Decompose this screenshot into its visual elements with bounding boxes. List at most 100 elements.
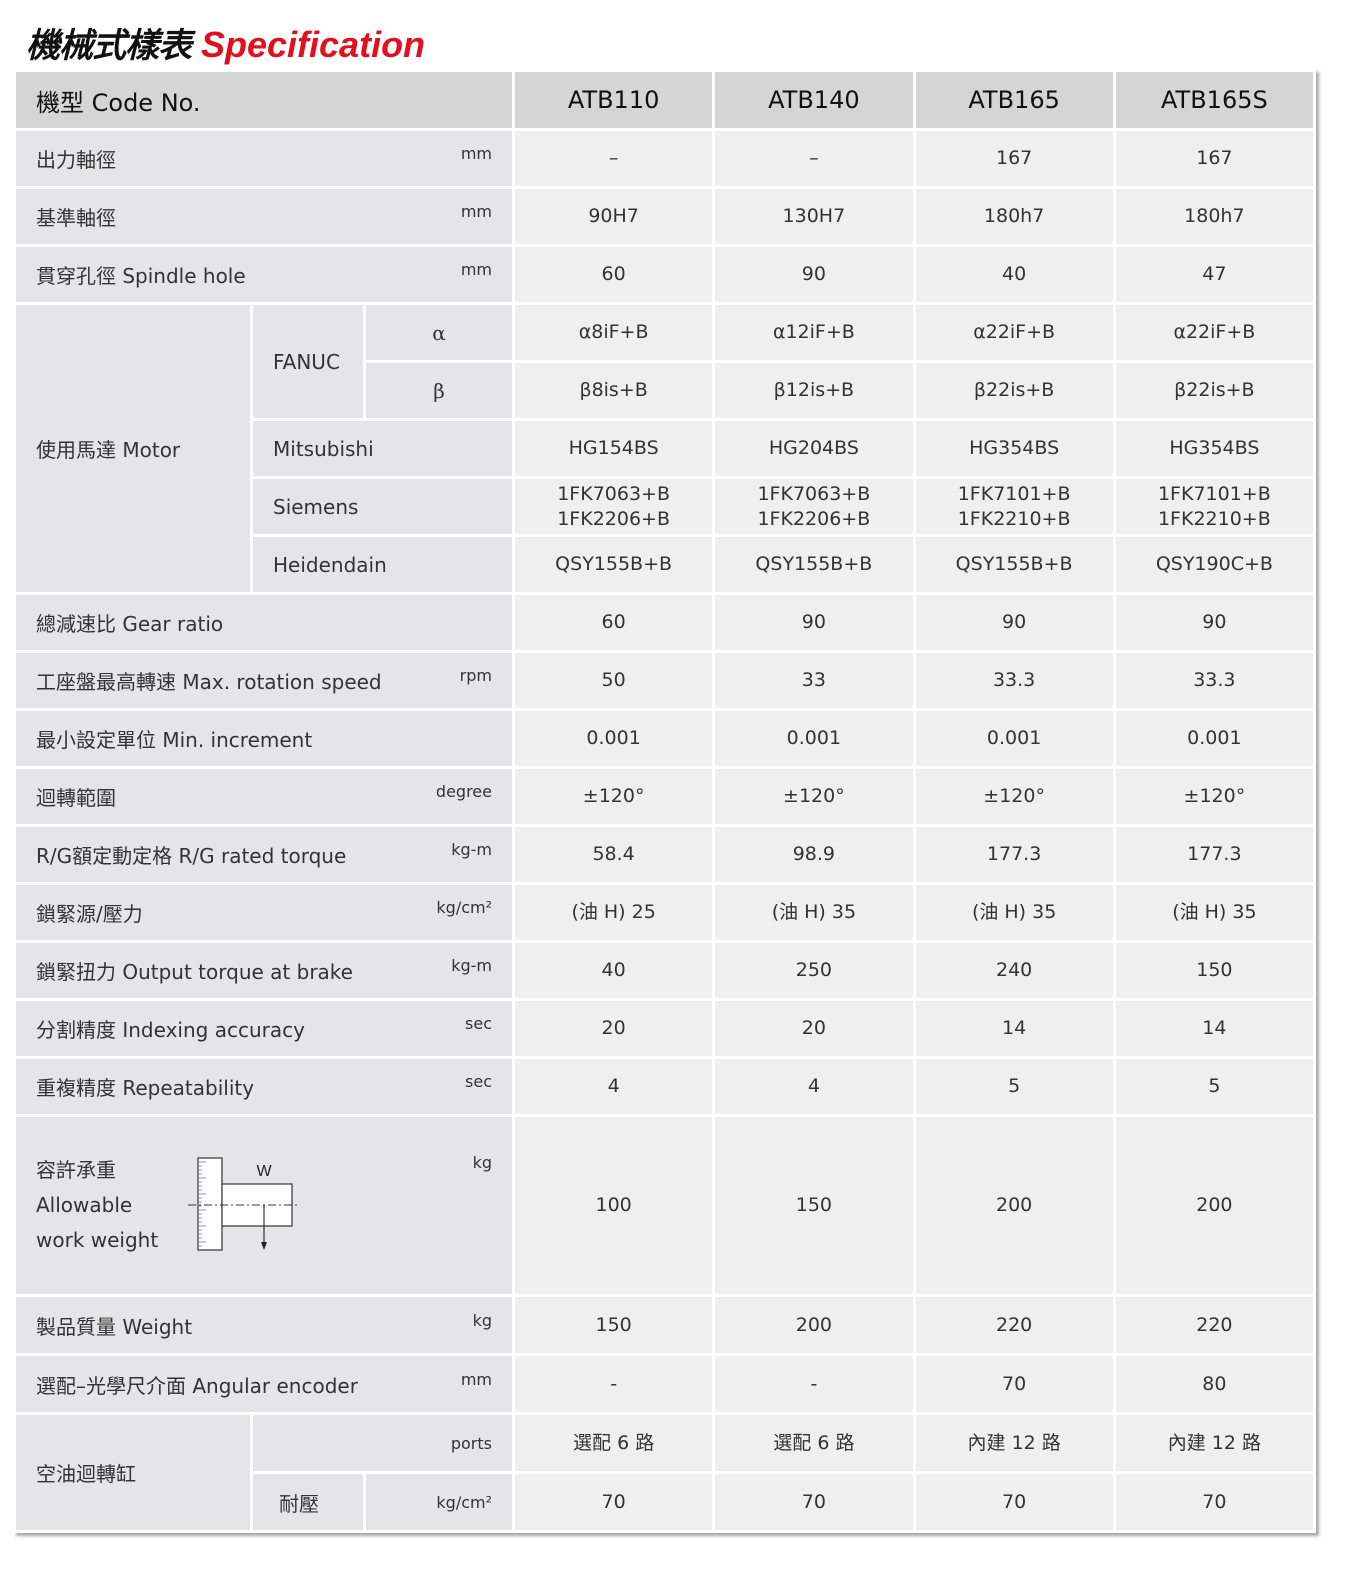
value-cell: α22iF+B [1115,305,1313,360]
row-label: kg-m R/G額定動定格 R/G rated torque [16,827,512,882]
model-header: ATB165 [915,72,1113,128]
value-cell: QSY155B+B [715,537,913,592]
value-cell: 47 [1115,247,1313,302]
work-weight-row: kg 容許承重 Allowable work weight W 100 150 200 200 [16,1117,1313,1294]
value-cell: QSY155B+B [515,537,713,592]
label-text: 出力軸徑 [36,148,116,172]
value-cell: 70 [915,1474,1113,1530]
model-header: ATB140 [715,72,913,128]
table-row: 空油迴轉缸 ports 選配 6 路選配 6 路內建 12 路內建 12 路 [16,1415,1313,1530]
motor-label: 使用馬達 Motor [16,305,250,592]
brand-label: Siemens [253,479,512,534]
ports-label: ports [253,1415,512,1471]
value-cell: 33 [715,653,913,708]
table-row: Siemens 1FK7063+B 1FK2206+B 1FK7063+B 1FK2… [16,479,1313,534]
value-cell: HG204BS [715,421,913,476]
value-cell: 90 [715,247,913,302]
value-cell: – [715,131,913,186]
value-cell: 14 [1115,1001,1313,1056]
value-cell: - [715,1356,913,1412]
value-cell: HG154BS [515,421,713,476]
model-header: ATB110 [515,72,713,128]
value-cell: 130H7 [715,189,913,244]
row-label: sec 重複精度 Repeatability [16,1059,512,1114]
unit-label: kg/cm² [436,898,492,917]
value-cell: 選配 6 路 [515,1415,713,1471]
value-cell: 5 [1115,1059,1313,1114]
unit-label: mm [460,260,492,279]
unit-label: mm [460,202,492,221]
title-en: Specification [201,24,426,65]
table-row: mm 出力軸徑 – –167 167 [16,131,1313,186]
value-cell: 98.9 [715,827,913,882]
value-cell: 220 [1115,1297,1313,1353]
value-cell: – [515,131,713,186]
value-cell: 180h7 [1115,189,1313,244]
table-row: kg-m R/G額定動定格 R/G rated torque 58.4 98.9 177… [16,827,1313,882]
value-cell: ±120° [915,769,1113,824]
value-cell: 60 [515,595,713,650]
value-cell: 150 [1115,943,1313,998]
value-cell: 60 [515,247,713,302]
row-label: mm 貫穿孔徑 Spindle hole [16,247,512,302]
value-cell: 177.3 [915,827,1113,882]
value-cell: 150 [715,1117,913,1294]
value-cell: HG354BS [1115,421,1313,476]
unit-label: kg-m [451,840,492,859]
value-cell: 80 [1115,1356,1313,1412]
value-cell: 5 [915,1059,1113,1114]
pressure-unit: kg/cm² [366,1474,512,1530]
label-text: 貫穿孔徑 Spindle hole [36,264,246,288]
table-row: sec 重複精度 Repeatability 4 4 5 5 [16,1059,1313,1114]
page-title: 機械式樣表 Specification [26,18,425,67]
row-label: kg/cm² 鎖緊源/壓力 [16,885,512,940]
label-text: 選配–光學尺介面 Angular encoder [36,1373,358,1398]
value-cell: 70 [515,1474,713,1530]
value-cell: QSY190C+B [1115,537,1313,592]
code-no-header: 機型 Code No. [16,72,512,128]
value-cell: 167 [915,131,1113,186]
label-text: 製品質量 Weight [36,1314,193,1339]
value-cell: 90 [915,595,1113,650]
unit-label: kg/cm² [436,1492,492,1512]
row-label: sec 分割精度 Indexing accuracy [16,1001,512,1056]
unit-label: kg-m [451,956,492,975]
row-label: kg 製品質量 Weight [16,1297,512,1353]
label-line: Allowable [36,1193,133,1217]
value-cell: 177.3 [1115,827,1313,882]
value-cell: 1FK7063+B 1FK2206+B [515,479,713,534]
label-text: 基準軸徑 [36,206,116,230]
work-weight-text: 容許承重 Allowable work weight [36,1153,158,1258]
table-row: 耐壓 kg/cm² 70 70 70 70 [16,1474,1313,1530]
unit-label: ports [450,1433,492,1453]
table-row: kg/cm² 鎖緊源/壓力 (油 H) 25 (油 H) 35 (油 H) 35 (油 H… [16,885,1313,940]
value-cell: 4 [715,1059,913,1114]
row-label: kg-m 鎖緊扭力 Output torque at brake [16,943,512,998]
value-cell: 0.001 [715,711,913,766]
spec-table: 機型 Code No. ATB110 ATB140 ATB165 ATB165S mm 出力… [13,69,1316,1533]
row-label: 總減速比 Gear ratio [16,595,512,650]
beta-label: β [366,363,512,418]
work-weight-label: kg 容許承重 Allowable work weight W [16,1117,512,1294]
unit-label: degree [435,782,492,801]
table-row: degree 迴轉範圍 ±120° ±120° ±120° ±120° [16,769,1313,824]
label-text: 總減速比 Gear ratio [36,612,224,636]
value-cell: 1FK7063+B 1FK2206+B [715,479,913,534]
title-zh: 機械式樣表 [26,26,192,66]
spec-table-wrapper: 機型 Code No. ATB110 ATB140 ATB165 ATB165S mm 出力… [13,69,1316,1533]
table-row: Mitsubishi HG154BS HG204BS HG354BS HG354BS [16,421,1313,476]
table-row: kg-m 鎖緊扭力 Output torque at brake 40 250 240 1… [16,943,1313,998]
value-cell: 220 [915,1297,1113,1353]
value-cell: 1FK7101+B 1FK2210+B [1115,479,1313,534]
value-cell: 4 [515,1059,713,1114]
value-cell: 內建 12 路 [915,1415,1113,1471]
unit-label: kg [472,1310,492,1330]
rotary-joint-label: 空油迴轉缸 [16,1415,250,1530]
value-cell: 40 [915,247,1113,302]
label-line: 容許承重 [36,1158,116,1182]
value-cell: 40 [515,943,713,998]
value-cell: 90 [715,595,913,650]
unit-label: sec [465,1014,492,1033]
value-cell: 70 [1115,1474,1313,1530]
label-text: 迴轉範圍 [36,786,116,810]
